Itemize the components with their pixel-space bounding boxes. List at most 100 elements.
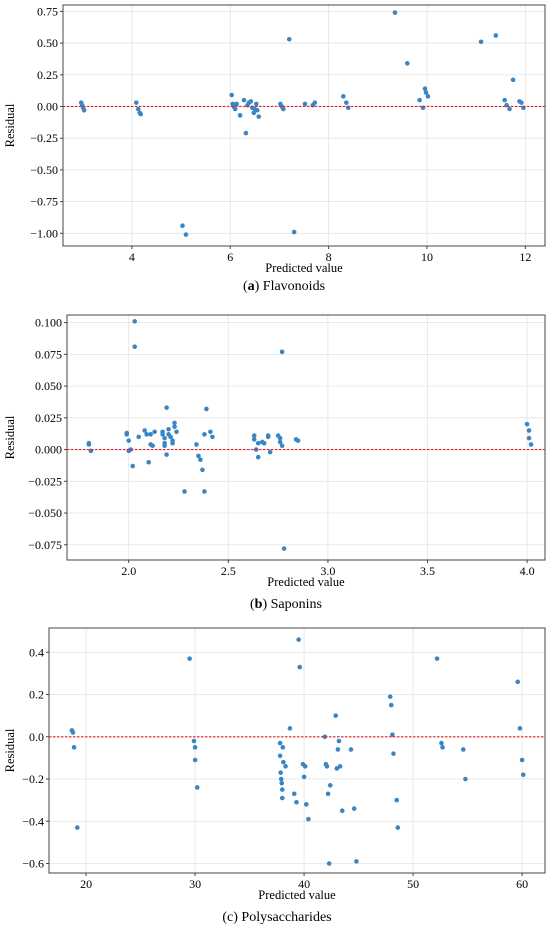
y-axis-title: Residual (3, 728, 17, 772)
data-point (162, 435, 167, 441)
plot-frame (66, 314, 546, 561)
data-point (86, 440, 92, 446)
chart-panel-2: 2.0 2.5 3.0 3.5 4.0 −0.075 −0.050 −0.025 0.000 0.… (3, 314, 546, 612)
data-point (200, 467, 205, 473)
data-point (160, 432, 165, 437)
data-point (280, 745, 286, 750)
data-point (148, 432, 153, 437)
data-point (196, 453, 201, 459)
y-tick-label: 0.75 (37, 4, 58, 18)
data-point (354, 859, 359, 864)
chart-caption: (c) Polysaccharides (222, 910, 331, 925)
y-tick-label: 0.2 (29, 688, 44, 702)
data-point (278, 770, 283, 775)
caption-text: Saponins (267, 597, 322, 612)
data-point (390, 732, 395, 737)
data-point (241, 97, 247, 103)
data-point (138, 111, 144, 117)
data-point (210, 434, 215, 440)
data-point (526, 435, 532, 441)
y-tick-label: −0.2 (22, 772, 44, 786)
data-point (325, 791, 331, 797)
data-point (387, 694, 393, 699)
data-point (71, 745, 77, 750)
data-point (517, 726, 523, 731)
data-point (255, 440, 261, 446)
data-point (133, 100, 139, 105)
data-point (162, 443, 167, 449)
data-point (232, 106, 238, 112)
y-tick-label: 0.50 (37, 36, 58, 50)
y-tick-label: 0.100 (35, 316, 62, 330)
data-point (303, 802, 309, 807)
data-point (234, 101, 239, 107)
data-point (336, 738, 342, 744)
data-point (192, 745, 198, 750)
data-point (528, 442, 534, 447)
x-tick-label: 8 (326, 250, 332, 264)
data-point (301, 774, 307, 780)
data-point (124, 432, 130, 437)
data-point (334, 766, 340, 771)
data-point (341, 94, 346, 99)
data-point (152, 429, 157, 435)
data-point (253, 101, 259, 107)
data-point (144, 432, 149, 437)
y-tick-label: 0.25 (37, 68, 58, 82)
data-point (164, 405, 169, 410)
data-point (302, 764, 308, 769)
data-points (86, 319, 534, 551)
data-point (327, 783, 333, 788)
y-tick-label: −0.025 (28, 474, 62, 488)
caption-close-paren: ) (262, 597, 267, 612)
x-tick-label: 4 (129, 250, 135, 264)
chart-panel-3: 20 30 40 50 60 −0.6 −0.4 −0.2 0.0 0.2 0.4 Predicted… (3, 627, 546, 925)
grid-lines (63, 5, 545, 246)
data-point (191, 738, 197, 744)
data-point (302, 101, 308, 107)
y-tick-label: −0.6 (22, 856, 44, 870)
data-point (519, 757, 525, 763)
data-point (395, 825, 401, 830)
data-point (170, 440, 175, 446)
data-point (417, 97, 422, 103)
data-point (324, 764, 330, 769)
data-point (267, 449, 273, 455)
caption-letter: b (255, 597, 263, 612)
data-point (187, 656, 192, 661)
data-point (312, 100, 318, 105)
data-point (335, 747, 341, 752)
data-point (460, 747, 466, 752)
data-point (172, 420, 177, 426)
data-point (281, 106, 286, 112)
caption-text: Flavonoids (259, 279, 325, 294)
y-tick-label: −0.50 (30, 163, 58, 177)
data-point (142, 428, 147, 433)
data-point (70, 730, 76, 735)
data-point (326, 861, 332, 866)
x-axis-title: Predicted value (258, 888, 336, 902)
data-point (392, 10, 398, 15)
caption-open-paren: ( (243, 279, 248, 294)
data-point (130, 463, 136, 469)
data-point (515, 679, 521, 685)
x-tick-label: 40 (298, 877, 310, 891)
y-tick-label: 0.000 (35, 443, 62, 457)
data-point (425, 94, 431, 99)
x-tick-label: 2.5 (221, 564, 236, 578)
data-point (192, 757, 198, 763)
data-point (279, 780, 285, 786)
data-point (128, 447, 134, 452)
x-tick-label: 60 (516, 877, 528, 891)
data-point (388, 702, 394, 708)
data-point (229, 92, 234, 98)
data-point (524, 421, 530, 427)
y-tick-label: 0.025 (35, 411, 62, 425)
data-point (306, 816, 311, 822)
data-point (526, 428, 532, 433)
x-tick-label: 3.0 (320, 564, 335, 578)
data-point (339, 808, 345, 813)
data-point (291, 791, 297, 797)
data-point (164, 452, 169, 457)
